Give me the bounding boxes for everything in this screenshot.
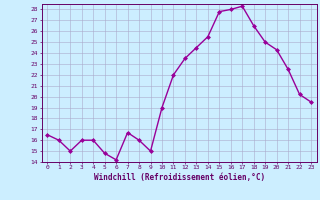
X-axis label: Windchill (Refroidissement éolien,°C): Windchill (Refroidissement éolien,°C) bbox=[94, 173, 265, 182]
